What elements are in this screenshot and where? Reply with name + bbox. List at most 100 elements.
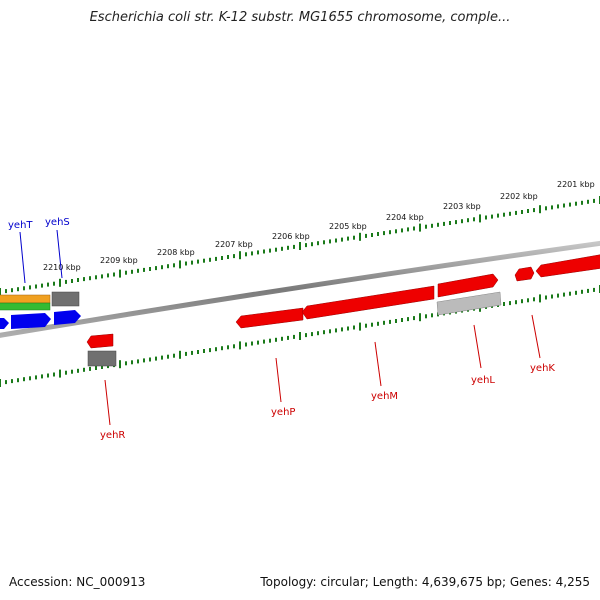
outer-ring-minor-tick: [335, 238, 337, 243]
outer-ring-minor-tick: [293, 244, 295, 249]
outer-ring-minor-tick: [65, 279, 67, 284]
outer-ring-minor-tick: [413, 226, 415, 231]
blue-feature-2[interactable]: [11, 313, 51, 329]
inner-ring-major-tick: [179, 350, 181, 359]
gene-label-yehL[interactable]: yehL: [471, 375, 495, 386]
outer-ring-minor-tick: [113, 272, 115, 277]
outer-ring-minor-tick: [149, 267, 151, 271]
outer-ring-minor-tick: [11, 288, 13, 293]
inner-ring-minor-tick: [527, 298, 529, 303]
inner-ring-minor-tick: [263, 339, 265, 344]
inner-ring-minor-tick: [125, 361, 127, 366]
gene-label-yehM[interactable]: yehM: [371, 391, 398, 402]
outer-ring-minor-tick: [23, 286, 25, 291]
blue-feature-3[interactable]: [54, 310, 81, 325]
outer-ring-minor-tick: [311, 242, 313, 247]
inner-ring-minor-tick: [269, 338, 271, 343]
leader-yehS: [56, 229, 63, 279]
outer-ring-minor-tick: [251, 251, 253, 256]
outer-ring-minor-tick: [371, 233, 373, 237]
gene-label-yehP[interactable]: yehP: [271, 407, 295, 418]
inner-ring-major-tick: [299, 332, 301, 340]
outer-ring-minor-tick: [563, 203, 565, 208]
outer-ring-minor-tick: [137, 268, 139, 273]
inner-ring-minor-tick: [383, 320, 385, 325]
outer-ring-minor-tick: [143, 267, 145, 272]
gene-yehK-small[interactable]: [514, 266, 535, 282]
tick-label-2209: 2209 kbp: [100, 256, 138, 265]
gray-feature-yehS[interactable]: [51, 291, 80, 307]
inner-ring-minor-tick: [209, 348, 211, 353]
inner-ring-minor-tick: [353, 325, 355, 330]
inner-ring-minor-tick: [167, 354, 169, 359]
inner-ring-minor-tick: [275, 337, 277, 342]
outer-ring-major-tick: [239, 251, 241, 260]
outer-ring-minor-tick: [329, 239, 331, 244]
inner-ring-minor-tick: [161, 355, 163, 360]
outer-scale-ring: [0, 196, 600, 296]
gene-yehK-arrow[interactable]: [535, 253, 600, 278]
gene-label-yehS[interactable]: yehS: [45, 217, 70, 228]
inner-ring-minor-tick: [149, 357, 151, 362]
gene-yehM-arrow[interactable]: [301, 285, 435, 320]
inner-ring-minor-tick: [257, 340, 259, 345]
tick-label-2208: 2208 kbp: [157, 248, 195, 257]
inner-ring-minor-tick: [71, 369, 73, 374]
inner-ring-minor-tick: [407, 317, 409, 322]
gene-yehL-arrow[interactable]: [437, 273, 499, 298]
gene-label-yehR[interactable]: yehR: [100, 430, 125, 441]
inner-ring-minor-tick: [191, 350, 193, 355]
outer-ring-minor-tick: [281, 246, 283, 251]
outer-ring-major-tick: [419, 223, 421, 232]
inner-ring-minor-tick: [227, 345, 229, 350]
inner-ring-minor-tick: [305, 333, 307, 338]
outer-ring-minor-tick: [71, 279, 73, 283]
outer-ring-minor-tick: [425, 224, 427, 229]
blue-feature-1[interactable]: [0, 318, 9, 329]
green-feature[interactable]: [0, 302, 51, 311]
outer-ring-minor-tick: [101, 274, 103, 279]
orange-feature[interactable]: [0, 294, 51, 304]
inner-scale-ring: [0, 285, 600, 387]
outer-ring-minor-tick: [521, 210, 523, 214]
inner-ring-minor-tick: [581, 289, 583, 294]
inner-ring-minor-tick: [155, 356, 157, 361]
outer-ring-minor-tick: [233, 254, 235, 259]
inner-ring-minor-tick: [389, 319, 391, 324]
inner-ring-major-tick: [0, 379, 1, 387]
outer-ring-minor-tick: [197, 259, 199, 264]
inner-ring-minor-tick: [131, 360, 133, 365]
inner-ring-minor-tick: [89, 366, 91, 371]
inner-ring-minor-tick: [317, 331, 319, 336]
gene-yehR-gray[interactable]: [87, 350, 117, 367]
inner-ring-minor-tick: [215, 347, 217, 352]
inner-ring-minor-tick: [77, 368, 79, 373]
gene-yehL-gray[interactable]: [436, 291, 502, 316]
inner-ring-minor-tick: [371, 322, 373, 327]
outer-ring-minor-tick: [257, 250, 259, 255]
outer-ring-minor-tick: [191, 260, 193, 265]
inner-ring-minor-tick: [137, 359, 139, 364]
outer-ring-minor-tick: [317, 241, 319, 246]
outer-ring-minor-tick: [485, 215, 487, 220]
outer-ring-minor-tick: [125, 270, 127, 275]
inner-ring-minor-tick: [41, 374, 43, 379]
outer-ring-minor-tick: [305, 243, 307, 248]
gene-yehR-arrow[interactable]: [86, 333, 114, 349]
leader-yehL: [473, 324, 482, 369]
tick-label-2203: 2203 kbp: [443, 202, 481, 211]
gene-yehP-arrow[interactable]: [235, 307, 304, 329]
gene-label-yehK[interactable]: yehK: [530, 363, 555, 374]
outer-ring-minor-tick: [587, 199, 589, 204]
gene-label-yehT[interactable]: yehT: [8, 220, 33, 231]
outer-ring-minor-tick: [269, 248, 271, 253]
inner-ring-minor-tick: [11, 379, 13, 384]
inner-ring-minor-tick: [365, 323, 367, 328]
outer-ring-minor-tick: [443, 221, 445, 226]
outer-ring-minor-tick: [473, 217, 475, 222]
outer-ring-minor-tick: [77, 278, 79, 282]
outer-ring-minor-tick: [515, 210, 517, 215]
outer-ring-minor-tick: [17, 287, 19, 292]
outer-ring-minor-tick: [467, 218, 469, 223]
inner-ring-minor-tick: [311, 332, 313, 337]
